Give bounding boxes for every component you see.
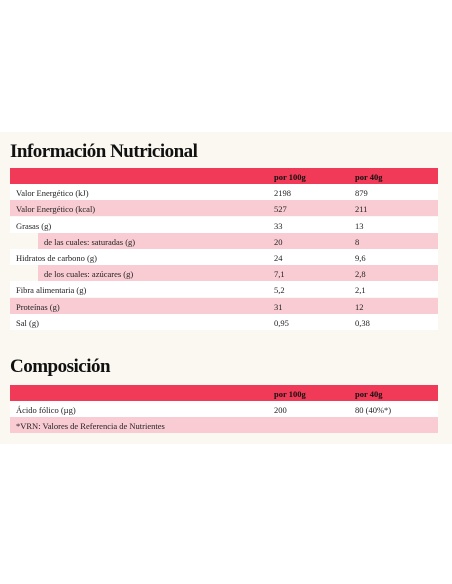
cell: 0,95	[274, 317, 289, 328]
title: Información Nutricional	[10, 141, 198, 162]
table-row: Grasas (g) 33 13	[10, 216, 438, 233]
table-row: Valor Energético (kJ) 2198 879	[10, 184, 438, 201]
table-row: Ácido fólico (µg) 200 80 (40%*)	[10, 401, 438, 418]
table-row: de los cuales: azúcares (g) 7,1 2,8	[38, 265, 438, 282]
row-label: de las cuales: saturadas (g)	[44, 236, 136, 247]
note-row: *VRN: Valores de Referencia de Nutriente…	[10, 417, 438, 434]
column-header: por 40g	[355, 172, 383, 182]
table-row: Valor Energético (kcal) 527 211	[10, 200, 438, 217]
cell: 9,6	[355, 253, 366, 263]
column-header: por 100g	[274, 172, 306, 182]
cell: 13	[355, 220, 364, 231]
cell: 211	[355, 204, 368, 215]
cell: 0,38	[355, 317, 370, 328]
note: *VRN: Valores de Referencia de Nutriente…	[16, 421, 165, 432]
table-row: de las cuales: saturadas (g) 20 8	[38, 232, 438, 249]
cell: 31	[274, 301, 283, 312]
title: Composición	[10, 356, 111, 377]
row-label: Proteínas (g)	[16, 301, 60, 312]
header-row: por 100g por 40g	[10, 385, 438, 401]
cell: 2,8	[355, 269, 366, 280]
cell: 33	[274, 220, 283, 231]
cell: 879	[355, 188, 368, 199]
row-label: Ácido fólico (µg)	[16, 405, 76, 416]
cell: 527	[274, 204, 287, 215]
cell: 12	[355, 301, 364, 312]
header-row: por 100g por 40g	[10, 168, 438, 184]
cell: 20	[274, 236, 283, 247]
cell: 80 (40%*)	[355, 405, 392, 416]
cell: 24	[274, 253, 283, 263]
column-header: por 40g	[355, 389, 383, 399]
row-label: Grasas (g)	[16, 220, 52, 231]
cell: 2,1	[355, 285, 366, 296]
cell: 8	[355, 236, 360, 247]
row-label: de los cuales: azúcares (g)	[44, 269, 134, 280]
table-row: Sal (g) 0,95 0,38	[10, 313, 438, 330]
row-label: Hidratos de carbono (g)	[16, 253, 97, 263]
cell: 5,2	[274, 285, 285, 296]
column-header: por 100g	[274, 389, 306, 399]
row-label: Sal (g)	[16, 317, 39, 328]
cell: 2198	[274, 188, 291, 199]
row-label: Valor Energético (kJ)	[16, 188, 89, 199]
table-row: Proteínas (g) 31 12	[10, 297, 438, 314]
table-row: Fibra alimentaria (g) 5,2 2,1	[10, 281, 438, 298]
cell: 7,1	[274, 269, 285, 280]
row-label: Valor Energético (kcal)	[16, 204, 96, 215]
row-label: Fibra alimentaria (g)	[16, 285, 87, 296]
table-row: Hidratos de carbono (g) 24 9,6	[10, 249, 438, 265]
cell: 200	[274, 405, 287, 416]
